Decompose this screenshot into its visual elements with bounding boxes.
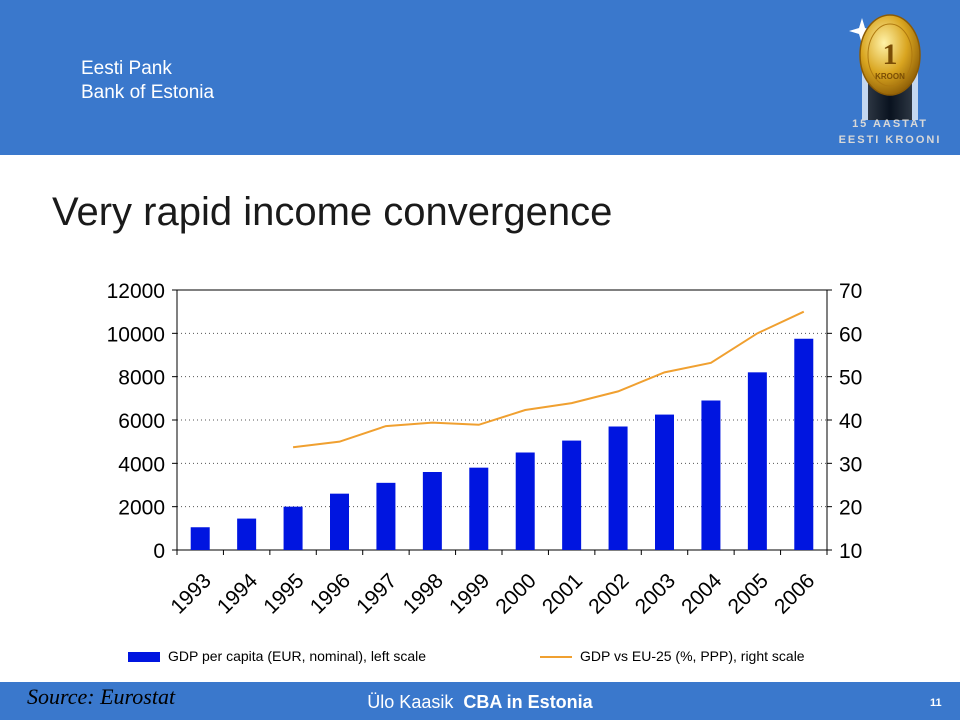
bar — [608, 426, 628, 550]
bar — [747, 372, 767, 550]
right-axis-tick-label: 10 — [839, 540, 862, 563]
x-axis-tick-label: 2003 — [631, 569, 680, 618]
right-axis-tick-label: 60 — [839, 323, 862, 346]
svg-text:1: 1 — [883, 38, 898, 71]
bar — [655, 414, 674, 550]
x-axis-tick-label: 2000 — [491, 569, 540, 618]
bar — [469, 467, 489, 550]
x-axis-tick-label: 2005 — [724, 569, 773, 618]
bank-name-english: Bank of Estonia — [81, 82, 215, 103]
legend-bar-swatch — [128, 652, 160, 663]
gdp-chart: 0 2000 4000 6000 8000 10000 12000 10 20 30 40 50 60 7… — [107, 280, 863, 619]
legend-bar-series: GDP per capita (EUR, nominal), left scal… — [128, 648, 426, 664]
footer-bar — [0, 682, 960, 720]
x-axis-tick-label: 2006 — [770, 569, 819, 618]
left-axis-tick-label: 6000 — [118, 410, 165, 433]
kroon-coin-icon: 1 KROON 15 AASTAT EESTI KROONI — [839, 14, 942, 146]
bar — [376, 482, 396, 550]
bank-name: Eesti Pank Bank of Estonia — [81, 57, 214, 105]
legend-line-series: GDP vs EU-25 (%, PPP), right scale — [540, 648, 805, 664]
right-axis-tick-label: 40 — [839, 410, 862, 433]
sparkle-icon — [849, 18, 875, 44]
left-axis-tick-label: 2000 — [118, 497, 165, 520]
bar — [515, 452, 535, 550]
left-axis-tick-label: 12000 — [107, 280, 165, 303]
slide-title: Very rapid income convergence — [52, 190, 613, 234]
bar — [330, 493, 349, 550]
header-bar: Eesti Pank Bank of Estonia 1 KROON 15 AA… — [0, 0, 960, 155]
source-note: Source: Eurostat — [27, 684, 176, 709]
x-axis-tick-label: 2001 — [538, 569, 587, 618]
right-axis-tick-label: 20 — [839, 497, 862, 520]
bar — [190, 527, 210, 550]
x-axis-tick-label: 1995 — [259, 569, 308, 618]
page-number: 11 — [930, 697, 942, 709]
bar — [562, 440, 582, 550]
right-axis-tick-label: 30 — [839, 453, 862, 476]
x-axis-tick-label: 1998 — [399, 569, 448, 618]
x-axis-tick-label: 1994 — [213, 569, 263, 619]
left-axis-tick-label: 0 — [153, 540, 165, 563]
x-axis-tick-label: 2002 — [584, 569, 633, 618]
event-name: CBA in Estonia — [463, 692, 593, 712]
bar — [283, 506, 303, 550]
x-axis-tick-label: 1997 — [352, 569, 401, 618]
left-axis-tick-label: 10000 — [107, 323, 165, 346]
legend-bar-label: GDP per capita (EUR, nominal), left scal… — [168, 648, 427, 664]
left-axis-tick-label: 4000 — [118, 453, 165, 476]
right-axis-tick-label: 70 — [839, 280, 862, 303]
bar — [422, 472, 442, 550]
footer-presenter: Ülo Kaasik CBA in Estonia — [320, 692, 640, 713]
x-axis-tick-label: 1996 — [306, 569, 355, 618]
logo-line-2: EESTI KROONI — [839, 134, 942, 146]
left-axis-tick-label: 8000 — [118, 367, 165, 390]
legend-line-label: GDP vs EU-25 (%, PPP), right scale — [580, 648, 805, 664]
logo-line-1: 15 AASTAT — [852, 118, 928, 130]
svg-text:KROON: KROON — [875, 72, 905, 81]
line-series — [292, 310, 805, 449]
x-axis-tick-label: 2004 — [677, 569, 727, 619]
author-name: Ülo Kaasik — [367, 692, 454, 712]
bar — [237, 518, 257, 550]
right-axis-tick-label: 50 — [839, 367, 862, 390]
bar — [794, 338, 814, 550]
bank-name-estonian: Eesti Pank — [81, 58, 172, 79]
bar — [701, 400, 721, 550]
x-axis-tick-label: 1999 — [445, 569, 494, 618]
legend-line-swatch — [540, 656, 572, 659]
x-axis-tick-label: 1993 — [166, 569, 215, 618]
